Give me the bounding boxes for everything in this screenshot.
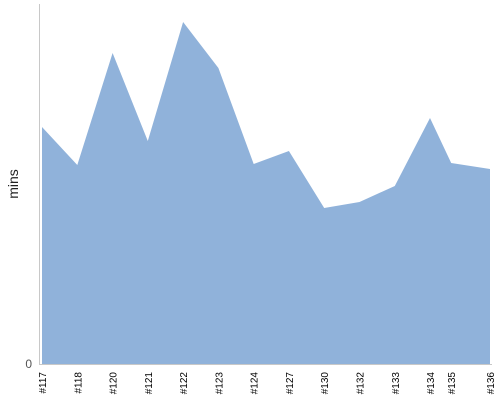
x-tick-label: #124 — [250, 372, 261, 395]
y-axis-label: mins — [5, 169, 21, 199]
x-tick-label: #122 — [179, 372, 190, 395]
area-series — [42, 22, 490, 364]
x-tick-label: #117 — [38, 372, 49, 394]
x-tick-labels: #117 #118 #120 #121 #122 #123 #124 #127 #130 #132… — [38, 372, 497, 395]
x-tick-label: #133 — [391, 372, 402, 395]
y-tick-label: 0 — [25, 357, 32, 371]
x-tick-label: #123 — [214, 372, 225, 395]
x-tick-label: #118 — [73, 372, 84, 394]
plot-area — [42, 22, 490, 364]
x-tick-label: #132 — [356, 372, 367, 395]
x-tick-label: #135 — [447, 372, 458, 395]
x-tick-label: #130 — [320, 372, 331, 395]
x-tick-label: #127 — [285, 372, 296, 395]
x-tick-label: #120 — [109, 372, 120, 395]
axes — [39, 4, 492, 365]
x-tick-label: #121 — [144, 372, 155, 395]
y-tick-labels: 0 — [25, 357, 32, 371]
x-tick-label: #134 — [426, 372, 437, 395]
x-tick-label: #136 — [486, 372, 497, 395]
